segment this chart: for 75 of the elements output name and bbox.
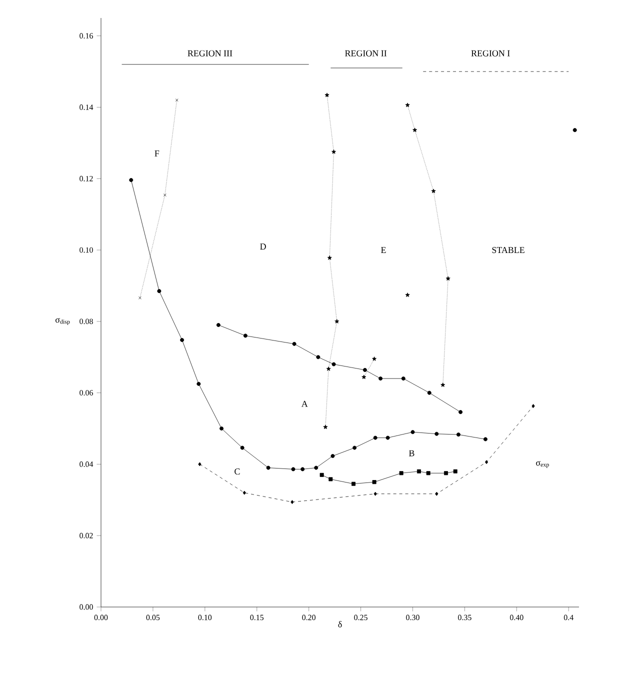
annotation: B: [408, 450, 414, 456]
point: [157, 289, 162, 294]
point: [416, 469, 421, 474]
point: [483, 437, 488, 442]
annotation: C: [234, 468, 240, 475]
point: [196, 382, 201, 386]
point: [316, 355, 320, 360]
point: [266, 466, 270, 470]
point: [572, 128, 577, 132]
point: [334, 319, 340, 324]
point: [352, 482, 356, 486]
point: [426, 471, 430, 476]
point: [412, 128, 418, 132]
point: [163, 194, 166, 197]
point: [243, 334, 248, 338]
annotation: REGION I: [471, 50, 510, 56]
point: [532, 404, 535, 408]
point: [220, 426, 224, 431]
point: [399, 471, 404, 476]
point: [216, 322, 220, 327]
point: [330, 454, 335, 458]
point: [362, 374, 366, 380]
point: [323, 424, 328, 430]
point: [352, 446, 357, 450]
point: [175, 98, 178, 102]
point: [374, 492, 377, 496]
point: [434, 432, 439, 436]
y-axis-title: σ$_{disp}$: [55, 318, 70, 325]
annotation: REGION II: [345, 50, 387, 56]
point: [198, 462, 202, 466]
point: [332, 362, 336, 366]
annotation: σ$_{exp}$: [536, 461, 549, 468]
point: [300, 467, 305, 472]
point: [362, 368, 367, 372]
point: [484, 460, 488, 464]
point: [290, 500, 294, 504]
x-axis-title: δ: [338, 621, 342, 628]
point: [324, 92, 330, 98]
point: [320, 472, 324, 477]
annotation: REGION III: [188, 50, 232, 56]
point: [386, 436, 390, 440]
point: [431, 188, 436, 194]
point: [291, 467, 296, 472]
annotation: D: [260, 244, 266, 250]
point: [328, 477, 333, 482]
point: [314, 466, 318, 470]
point: [378, 376, 383, 381]
point: [240, 446, 244, 450]
point: [427, 390, 432, 395]
point: [405, 292, 410, 297]
point: [242, 490, 246, 495]
annotation: A: [301, 400, 308, 407]
point: [410, 430, 415, 434]
point: [372, 356, 377, 361]
point: [373, 436, 378, 440]
point: [456, 432, 460, 437]
point: [327, 256, 332, 260]
point: [444, 471, 448, 476]
point: [440, 382, 446, 387]
point: [435, 492, 438, 496]
point: [446, 276, 450, 281]
point: [372, 480, 376, 484]
point: [292, 342, 296, 346]
point: [332, 150, 336, 154]
annotation: F: [154, 150, 160, 156]
point: [458, 410, 463, 414]
point: [129, 178, 134, 182]
annotation: STABLE: [492, 247, 524, 254]
point: [138, 296, 142, 300]
point: [326, 366, 331, 371]
point: [405, 102, 410, 108]
point: [453, 469, 458, 474]
point: [180, 338, 184, 342]
point: [401, 376, 406, 381]
annotation: E: [381, 247, 386, 253]
